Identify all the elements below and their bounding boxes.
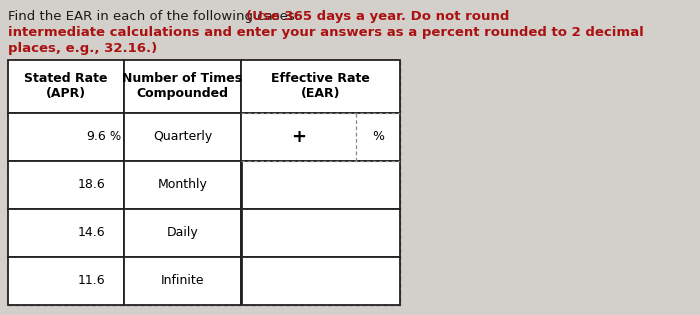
Text: 18.6: 18.6 <box>78 178 106 191</box>
Text: places, e.g., 32.16.): places, e.g., 32.16.) <box>8 42 157 55</box>
Text: Monthly: Monthly <box>158 178 207 191</box>
Bar <box>8 209 124 257</box>
Bar <box>8 257 124 305</box>
Text: +: + <box>291 128 306 146</box>
Text: Number of Times
Compounded: Number of Times Compounded <box>122 72 242 100</box>
Text: intermediate calculations and enter your answers as a percent rounded to 2 decim: intermediate calculations and enter your… <box>8 26 644 39</box>
Text: %: % <box>372 130 384 143</box>
Text: %: % <box>110 130 121 143</box>
Text: 9.6: 9.6 <box>86 130 106 143</box>
Bar <box>8 60 400 305</box>
Bar <box>8 60 124 113</box>
Bar <box>124 60 242 113</box>
Text: 11.6: 11.6 <box>78 274 106 288</box>
Bar <box>124 113 242 161</box>
Bar <box>241 60 400 113</box>
Bar <box>241 161 400 209</box>
Bar <box>241 209 400 257</box>
Bar <box>124 209 242 257</box>
Bar <box>124 161 242 209</box>
Bar <box>8 113 124 161</box>
Text: Infinite: Infinite <box>161 274 204 288</box>
Text: Daily: Daily <box>167 226 198 239</box>
Text: Effective Rate
(EAR): Effective Rate (EAR) <box>271 72 370 100</box>
Bar <box>241 113 400 161</box>
Text: Find the EAR in each of the following cases:: Find the EAR in each of the following ca… <box>8 10 303 23</box>
Text: 14.6: 14.6 <box>78 226 106 239</box>
Text: Quarterly: Quarterly <box>153 130 212 143</box>
Bar <box>124 257 242 305</box>
Bar <box>8 161 124 209</box>
Text: (Use 365 days a year. Do not round: (Use 365 days a year. Do not round <box>246 10 510 23</box>
Bar <box>241 257 400 305</box>
Text: Stated Rate
(APR): Stated Rate (APR) <box>24 72 108 100</box>
